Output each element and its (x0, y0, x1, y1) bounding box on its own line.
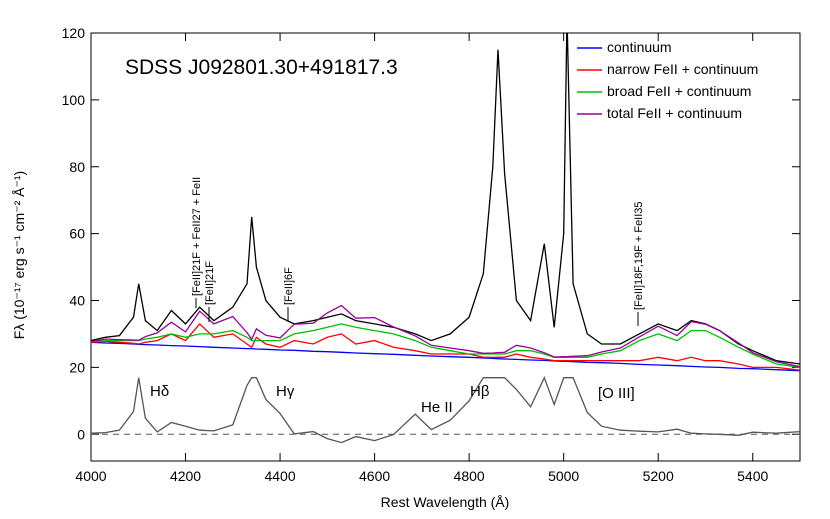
y-axis-label: Fλ (10⁻¹⁷ erg s⁻¹ cm⁻² Å⁻¹) (11, 171, 27, 339)
line-label: Hβ (470, 383, 490, 400)
x-tick-label: 4800 (454, 468, 485, 484)
legend-label: total FeII + continuum (607, 105, 742, 121)
y-tick-label: 100 (62, 92, 86, 108)
legend-label: broad FeII + continuum (607, 83, 751, 99)
line-label: He II (421, 399, 453, 416)
legend-label: narrow FeII + continuum (607, 61, 758, 77)
line-annotation: [FeII]21F (204, 261, 216, 305)
x-axis-label: Rest Wavelength (Å) (381, 494, 510, 510)
y-tick-label: 60 (69, 226, 85, 242)
line-label: [O III] (598, 385, 635, 402)
y-tick-label: 0 (77, 426, 85, 442)
x-tick-label: 4000 (75, 468, 106, 484)
line-annotation: [FeII]21F + FeII27 + FeII (191, 177, 203, 296)
x-tick-label: 5400 (737, 468, 768, 484)
chart-title: SDSS J092801.30+491817.3 (125, 56, 398, 79)
series-line (91, 376, 800, 444)
line-label: Hδ (150, 383, 169, 400)
line-annotation: [FeII]6F (283, 267, 295, 305)
line-label: Hγ (276, 383, 295, 400)
plot-area (91, 33, 800, 444)
x-tick-label: 5000 (548, 468, 579, 484)
series-line (91, 341, 800, 372)
series-line (91, 33, 800, 365)
series-line (91, 323, 800, 369)
y-tick-label: 120 (62, 25, 86, 41)
y-tick-label: 20 (69, 359, 85, 375)
x-tick-label: 5200 (643, 468, 674, 484)
x-tick-label: 4200 (170, 468, 201, 484)
y-tick-label: 40 (69, 293, 85, 309)
series-line (91, 304, 800, 368)
x-tick-label: 4600 (359, 468, 390, 484)
y-tick-label: 80 (69, 159, 85, 175)
legend-label: continuum (607, 39, 672, 55)
line-annotation: [FeII]18F,19F + FeII35 (633, 201, 645, 310)
plot-frame (90, 32, 801, 462)
series-line (91, 322, 800, 371)
x-tick-label: 4400 (264, 468, 295, 484)
